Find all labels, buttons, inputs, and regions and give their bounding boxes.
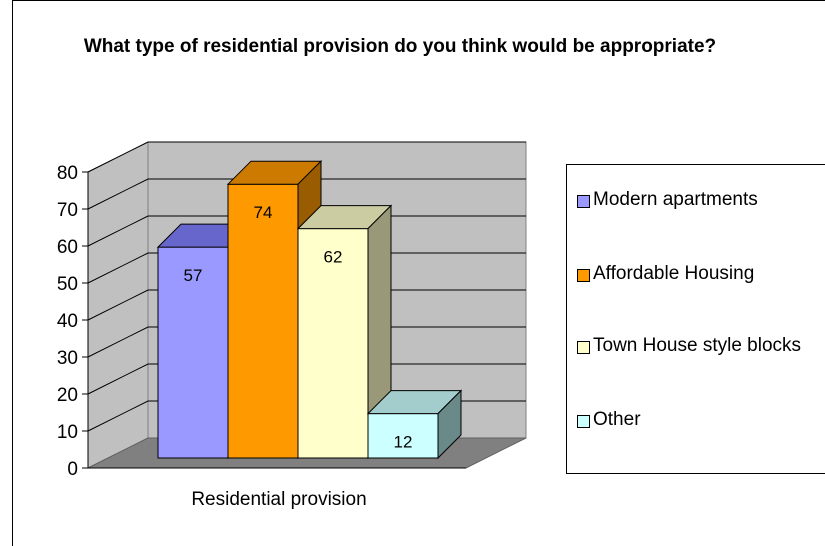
- legend-swatch-town-house: [577, 341, 590, 354]
- legend-label-modern-apartments: Modern apartments: [593, 189, 758, 210]
- legend-item-town-house: Town House style blocks: [577, 333, 808, 359]
- y-tick-label: 10: [57, 422, 78, 443]
- y-tick-label: 70: [57, 200, 78, 221]
- chart-title: What type of residential provision do yo…: [83, 36, 717, 57]
- data-label: 62: [324, 248, 343, 267]
- y-tick-label: 30: [57, 348, 78, 369]
- y-tick-label: 20: [57, 385, 78, 406]
- legend-label-affordable-housing: Affordable Housing: [593, 263, 755, 284]
- gridline: [87, 215, 526, 247]
- bar-front: [157, 246, 229, 459]
- data-label: 57: [184, 266, 203, 285]
- legend-label-town-house: Town House style blocks: [593, 335, 802, 356]
- bar-front: [227, 183, 299, 459]
- legend-item-modern-apartments: Modern apartments: [577, 187, 808, 213]
- gridline: [87, 289, 526, 321]
- legend: Modern apartments Affordable Housing Tow…: [566, 164, 825, 474]
- y-tick-label: 0: [67, 459, 78, 480]
- legend-swatch-modern-apartments: [577, 195, 590, 208]
- chart-frame: [12, 0, 825, 546]
- y-tick-label: 60: [57, 237, 78, 258]
- bar-front: [367, 413, 439, 459]
- data-label: 12: [394, 433, 413, 452]
- gridline: [87, 141, 526, 173]
- gridline: [87, 252, 526, 284]
- x-category-label: Residential provision: [191, 489, 366, 510]
- bar-side: [437, 389, 462, 460]
- gridline: [87, 326, 526, 358]
- gridline: [87, 178, 526, 210]
- data-label: 74: [254, 203, 273, 222]
- legend-swatch-affordable-housing: [577, 269, 590, 282]
- legend-label-other: Other: [593, 409, 641, 430]
- y-tick-label: 50: [57, 274, 78, 295]
- legend-item-other: Other: [577, 407, 808, 433]
- y-tick-label: 80: [57, 163, 78, 184]
- legend-swatch-other: [577, 415, 590, 428]
- gridline: [87, 363, 526, 395]
- y-tick-label: 40: [57, 311, 78, 332]
- legend-item-affordable-housing: Affordable Housing: [577, 261, 808, 287]
